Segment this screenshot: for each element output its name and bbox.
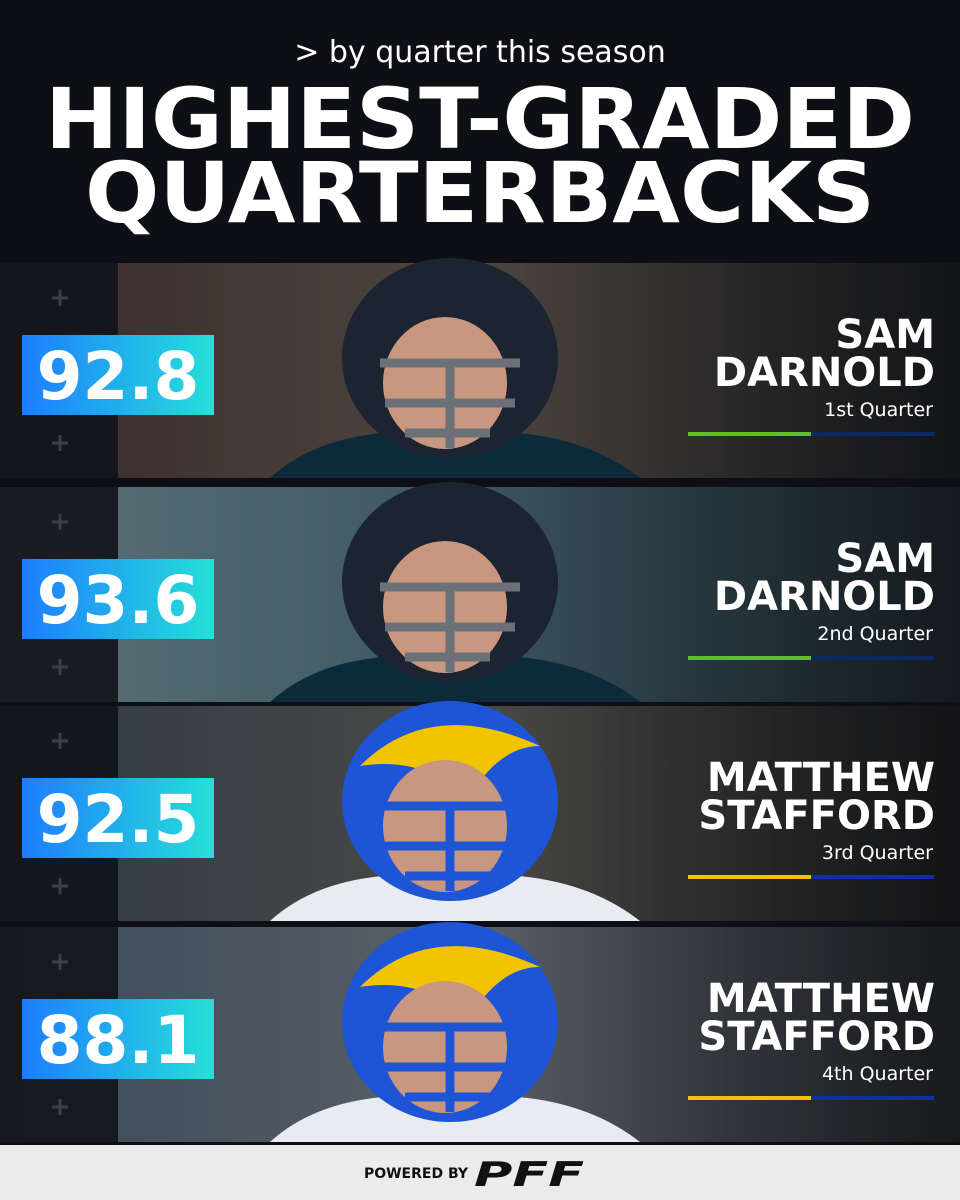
plus-icon [52, 290, 68, 306]
face [383, 760, 507, 892]
face [383, 317, 507, 449]
first-name: MATTHEW [707, 755, 935, 801]
grade: 88.1 [37, 1002, 200, 1079]
facemask [380, 358, 520, 448]
footer-bar [0, 1145, 960, 1200]
facemask [380, 1022, 520, 1112]
stripe [811, 656, 934, 660]
grade-box [22, 559, 214, 639]
title-line: HIGHEST-GRADED [45, 70, 915, 168]
grade: 93.6 [37, 562, 200, 639]
stripe [811, 1096, 934, 1100]
plus-icon [52, 733, 68, 749]
grade-box [22, 778, 214, 858]
face [383, 541, 507, 673]
last-name: DARNOLD [714, 350, 935, 396]
plus-icon [52, 435, 68, 451]
facemask [380, 801, 520, 891]
quarter: 4th Quarter [822, 1063, 933, 1085]
plus-icon [52, 659, 68, 675]
stripe [688, 1096, 811, 1100]
title-line: QUARTERBACKS [85, 144, 875, 242]
last-name: STAFFORD [698, 1014, 935, 1060]
plus-icon [52, 514, 68, 530]
first-name: SAM [835, 312, 935, 358]
grade: 92.8 [37, 338, 200, 415]
quarter: 1st Quarter [824, 399, 933, 421]
first-name: SAM [835, 536, 935, 582]
grade: 92.5 [37, 781, 200, 858]
grade-box [22, 335, 214, 415]
plus-icon [52, 1099, 68, 1115]
quarter: 3rd Quarter [822, 842, 933, 864]
stripe [688, 656, 811, 660]
brand-logo: PFF [474, 1155, 584, 1195]
powered-by: POWERED BY [364, 1166, 469, 1182]
plus-icon [52, 878, 68, 894]
quarter: 2nd Quarter [817, 623, 933, 645]
stripe [811, 432, 934, 436]
subtitle: > by quarter this season [294, 35, 666, 70]
stripe [688, 875, 811, 879]
last-name: DARNOLD [714, 574, 935, 620]
last-name: STAFFORD [698, 793, 935, 839]
facemask [380, 582, 520, 672]
stripe [811, 875, 934, 879]
face [383, 981, 507, 1113]
first-name: MATTHEW [707, 976, 935, 1022]
stripe [688, 432, 811, 436]
plus-icon [52, 954, 68, 970]
grade-box [22, 999, 214, 1079]
